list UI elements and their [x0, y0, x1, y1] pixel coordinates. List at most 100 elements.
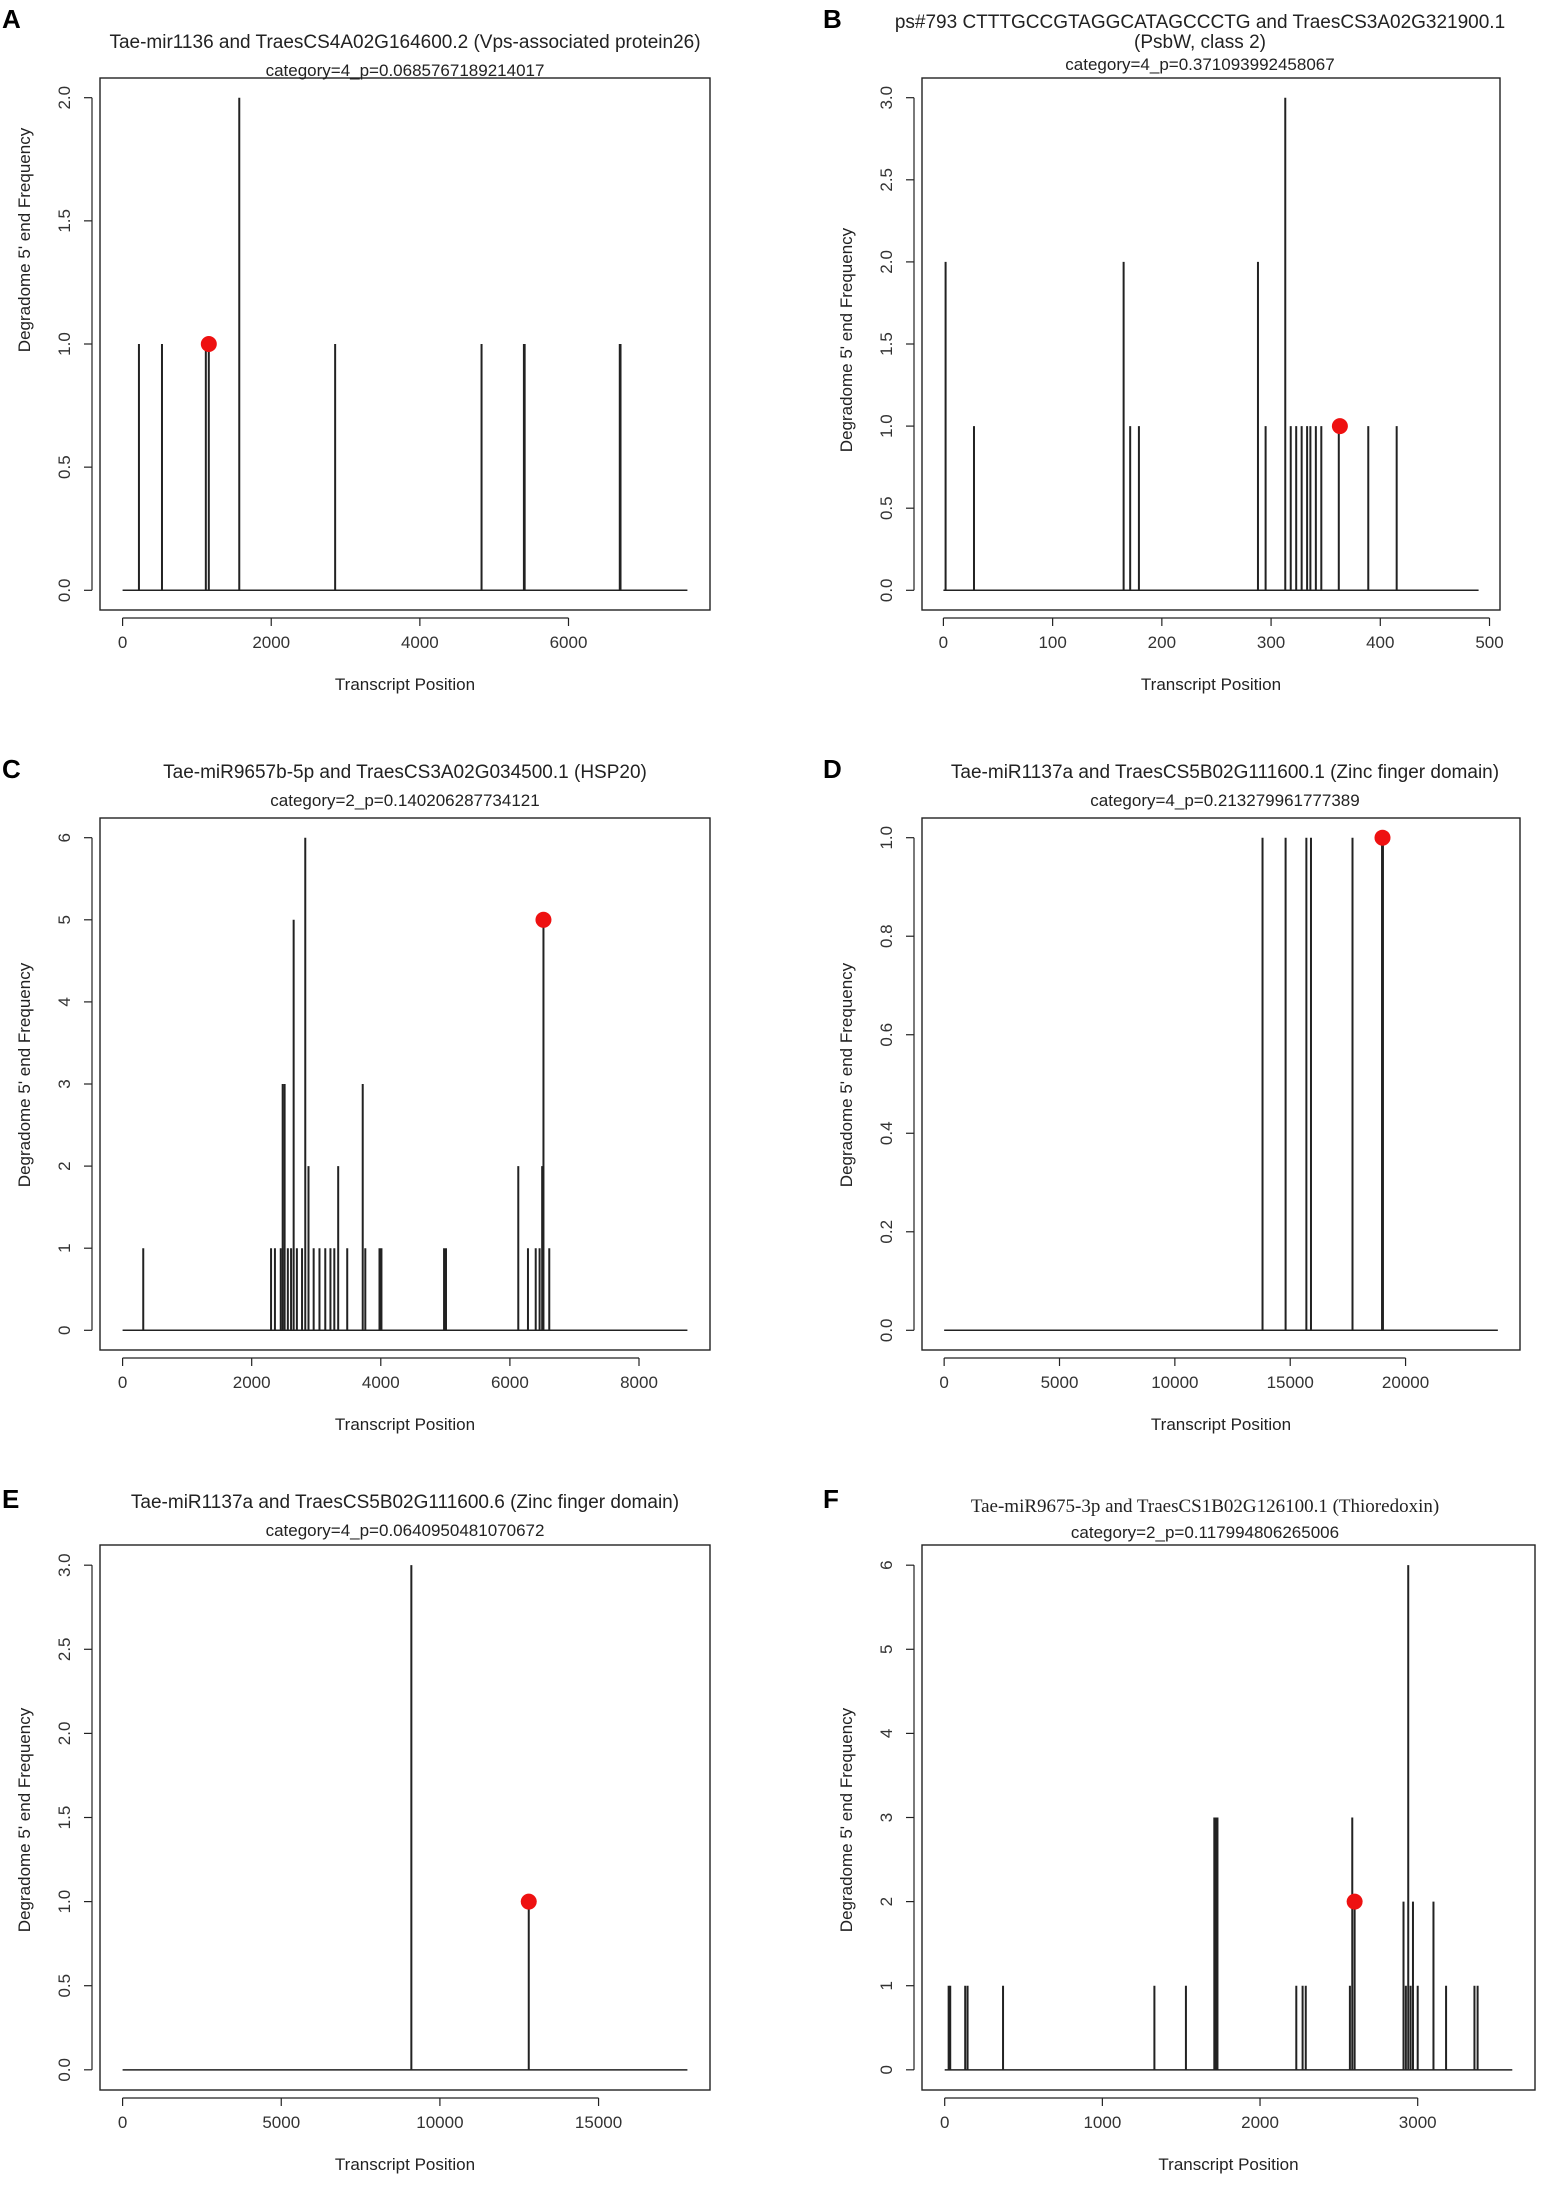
panel-a: A Tae-mir1136 and TraesCS4A02G164600.2 (V… — [2, 4, 711, 694]
panel-d: D Tae-miR1137a and TraesCS5B02G111600.1 (… — [823, 754, 1521, 1434]
chart-subtitle: category=4_p=0.0640950481070672 — [266, 1521, 545, 1540]
x-axis-label: Transcript Position — [335, 1415, 475, 1434]
y-tick-label: 1.5 — [55, 209, 74, 233]
y-tick-label: 0.5 — [55, 1974, 74, 1998]
target-site-marker — [1331, 418, 1348, 435]
y-axis-label: Degradome 5' end Frequency — [837, 227, 856, 452]
chart-title: ps#793 CTTTGCCGTAGGCATAGCCCTG and TraesC… — [895, 12, 1505, 33]
x-tick-label: 6000 — [550, 633, 588, 652]
y-tick-label: 2.0 — [877, 250, 896, 274]
x-tick-label: 5000 — [262, 2113, 300, 2132]
plot-frame — [99, 1544, 711, 2091]
y-tick-label: 5 — [55, 915, 74, 924]
y-tick-label: 1.0 — [55, 332, 74, 356]
y-tick-label: 2 — [877, 1897, 896, 1906]
y-tick-label: 0.5 — [55, 455, 74, 479]
y-tick-label: 0 — [55, 1326, 74, 1335]
panel-letter: E — [2, 1484, 19, 1514]
chart-subtitle: category=4_p=0.213279961777389 — [1090, 791, 1359, 810]
y-tick-label: 3.0 — [55, 1553, 74, 1577]
y-axis-label: Degradome 5' end Frequency — [837, 1707, 856, 1932]
x-tick-label: 300 — [1257, 633, 1285, 652]
y-tick-label: 2.0 — [55, 86, 74, 110]
x-axis-label: Transcript Position — [1151, 1415, 1291, 1434]
x-tick-label: 0 — [118, 2113, 127, 2132]
target-site-marker — [1374, 829, 1391, 846]
x-tick-label: 0 — [939, 633, 948, 652]
y-tick-label: 0 — [877, 2065, 896, 2074]
x-tick-label: 15000 — [1267, 1373, 1314, 1392]
y-tick-label: 3 — [877, 1813, 896, 1822]
x-axis-label: Transcript Position — [1141, 675, 1281, 694]
panel-letter: B — [823, 4, 842, 34]
chart-title: Tae-miR9657b-5p and TraesCS3A02G034500.1… — [163, 762, 647, 783]
x-tick-label: 10000 — [1151, 1373, 1198, 1392]
y-tick-label: 0.2 — [877, 1220, 896, 1244]
x-tick-label: 10000 — [416, 2113, 463, 2132]
y-tick-label: 6 — [55, 833, 74, 842]
y-tick-label: 1 — [55, 1243, 74, 1252]
plot-frame — [99, 77, 711, 611]
chart-title: Tae-miR1137a and TraesCS5B02G111600.1 (Z… — [951, 762, 1499, 783]
chart-subtitle: category=4_p=0.0685767189214017 — [266, 61, 545, 80]
y-tick-label: 1.0 — [877, 826, 896, 850]
chart-title-line2: (PsbW, class 2) — [1134, 32, 1266, 53]
x-tick-label: 1000 — [1083, 2113, 1121, 2132]
plot-frame — [921, 1544, 1536, 2091]
x-tick-label: 2000 — [252, 633, 290, 652]
x-tick-label: 4000 — [362, 1373, 400, 1392]
y-tick-label: 1 — [877, 1981, 896, 1990]
y-tick-label: 6 — [877, 1560, 896, 1569]
y-axis-label: Degradome 5' end Frequency — [15, 1707, 34, 1932]
chart-title: Tae-miR9675-3p and TraesCS1B02G126100.1 … — [971, 1496, 1439, 1517]
y-tick-label: 1.5 — [877, 332, 896, 356]
panel-c: C Tae-miR9657b-5p and TraesCS3A02G034500.… — [2, 754, 711, 1434]
y-tick-label: 3.0 — [877, 86, 896, 110]
y-tick-label: 0.4 — [877, 1121, 896, 1145]
y-axis-label: Degradome 5' end Frequency — [837, 962, 856, 1187]
y-tick-label: 4 — [55, 997, 74, 1006]
y-axis-label: Degradome 5' end Frequency — [15, 127, 34, 352]
panel-letter: F — [823, 1484, 839, 1514]
target-site-marker — [1346, 1893, 1363, 1910]
chart-subtitle: category=4_p=0.371093992458067 — [1065, 55, 1334, 74]
x-tick-label: 0 — [940, 2113, 949, 2132]
y-tick-label: 2 — [55, 1161, 74, 1170]
x-tick-label: 400 — [1366, 633, 1394, 652]
x-tick-label: 3000 — [1399, 2113, 1437, 2132]
x-tick-label: 8000 — [620, 1373, 658, 1392]
x-tick-label: 0 — [118, 633, 127, 652]
x-tick-label: 200 — [1148, 633, 1176, 652]
y-tick-label: 0.0 — [55, 578, 74, 602]
y-tick-label: 0.8 — [877, 924, 896, 948]
x-axis-label: Transcript Position — [1158, 2155, 1298, 2174]
x-axis-label: Transcript Position — [335, 675, 475, 694]
x-tick-label: 6000 — [491, 1373, 529, 1392]
y-tick-label: 1.0 — [877, 414, 896, 438]
target-site-marker — [535, 911, 552, 928]
y-tick-label: 0.0 — [55, 2058, 74, 2082]
y-tick-label: 0.0 — [877, 1318, 896, 1342]
y-tick-label: 1.0 — [55, 1890, 74, 1914]
plot-frame — [99, 817, 711, 1351]
y-tick-label: 5 — [877, 1645, 896, 1654]
y-tick-label: 0.0 — [877, 578, 896, 602]
y-tick-label: 3 — [55, 1079, 74, 1088]
y-tick-label: 4 — [877, 1729, 896, 1738]
x-tick-label: 100 — [1038, 633, 1066, 652]
panel-e: E Tae-miR1137a and TraesCS5B02G111600.6 (… — [2, 1484, 711, 2174]
panel-letter: D — [823, 754, 842, 784]
plot-frame — [921, 817, 1521, 1351]
x-tick-label: 2000 — [1241, 2113, 1279, 2132]
y-tick-label: 2.5 — [877, 168, 896, 192]
target-site-marker — [200, 336, 217, 352]
x-tick-label: 15000 — [575, 2113, 622, 2132]
x-tick-label: 20000 — [1382, 1373, 1429, 1392]
y-tick-label: 0.5 — [877, 496, 896, 520]
y-tick-label: 0.6 — [877, 1023, 896, 1047]
plot-frame — [921, 77, 1501, 611]
y-tick-label: 1.5 — [55, 1806, 74, 1830]
y-tick-label: 2.5 — [55, 1637, 74, 1661]
